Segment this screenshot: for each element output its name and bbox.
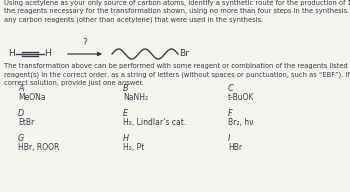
Text: I: I bbox=[228, 134, 230, 143]
Text: H₂, Pt: H₂, Pt bbox=[123, 143, 144, 152]
Text: H: H bbox=[8, 50, 15, 59]
Text: Br₂, hν: Br₂, hν bbox=[228, 118, 253, 127]
Text: C: C bbox=[228, 84, 234, 93]
Text: HBr: HBr bbox=[228, 143, 242, 152]
Text: HBr, ROOR: HBr, ROOR bbox=[18, 143, 60, 152]
Text: t-BuOK: t-BuOK bbox=[228, 93, 254, 102]
Text: EtBr: EtBr bbox=[18, 118, 34, 127]
Text: NaNH₂: NaNH₂ bbox=[123, 93, 148, 102]
Text: Br: Br bbox=[179, 50, 189, 59]
Text: D: D bbox=[18, 109, 24, 118]
Text: E: E bbox=[123, 109, 128, 118]
Text: ?: ? bbox=[83, 38, 88, 47]
Text: H: H bbox=[123, 134, 129, 143]
Text: H₂, Lindlar’s cat.: H₂, Lindlar’s cat. bbox=[123, 118, 186, 127]
Text: Using acetylene as your only source of carbon atoms, identify a synthetic route : Using acetylene as your only source of c… bbox=[4, 0, 350, 23]
Text: B: B bbox=[123, 84, 128, 93]
Text: F: F bbox=[228, 109, 233, 118]
Text: A: A bbox=[18, 84, 23, 93]
Text: The transformation above can be performed with some reagent or combination of th: The transformation above can be performe… bbox=[4, 63, 350, 86]
Text: MeONa: MeONa bbox=[18, 93, 46, 102]
Text: G: G bbox=[18, 134, 24, 143]
Text: H: H bbox=[44, 50, 51, 59]
